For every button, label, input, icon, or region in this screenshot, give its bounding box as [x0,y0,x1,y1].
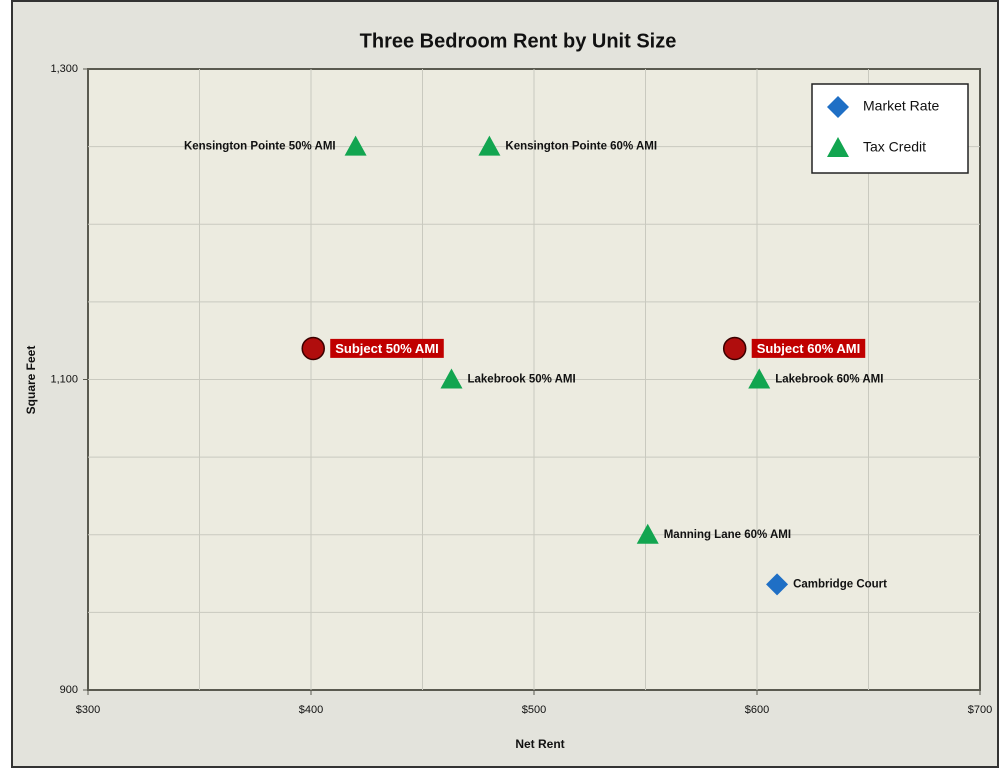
legend-label: Tax Credit [863,139,926,155]
x-axis-label: Net Rent [515,737,564,751]
marker-circle [722,336,747,361]
marker-triangle [748,368,771,389]
point-label: Subject 60% AMI [757,341,861,356]
marker-diamond [827,96,849,118]
x-tick-label: $400 [299,704,323,716]
point-label: Kensington Pointe 50% AMI [184,141,336,153]
marker-circle [301,336,325,361]
legend-label: Market Rate [863,98,939,114]
marker-triangle [636,523,659,544]
y-axis-label: Square Feet [24,346,38,415]
point-label: Cambridge Court [793,578,887,590]
label-box [330,338,444,358]
label-box [751,338,866,358]
x-tick-label: $500 [522,704,546,716]
x-tick-label: $700 [968,704,992,716]
x-tick-label: $600 [745,704,769,716]
marker-triangle [440,368,463,389]
point-label: Lakebrook 50% AMI [467,374,575,386]
marker-triangle [827,137,849,157]
point-label: Manning Lane 60% AMI [664,529,791,541]
point-label: Lakebrook 60% AMI [775,374,883,386]
y-tick-label: 1,100 [50,373,78,385]
chart-title: Three Bedroom Rent by Unit Size [360,30,677,52]
y-tick-label: 1,300 [50,63,78,75]
legend: Market Rate Tax Credit [811,83,969,174]
y-tick-label: 900 [60,684,78,696]
point-label: Kensington Pointe 60% AMI [505,141,657,153]
point-label: Subject 50% AMI [335,341,439,356]
marker-triangle [478,135,501,156]
marks: Cambridge Court Kensington Pointe 50% AMI… [184,135,887,596]
x-tick-label: $300 [76,704,100,716]
grid: $300 $400 $500 $600 $700 900 1,100 1,300 [50,63,992,716]
marker-diamond [766,573,789,596]
marker-triangle [344,135,367,156]
